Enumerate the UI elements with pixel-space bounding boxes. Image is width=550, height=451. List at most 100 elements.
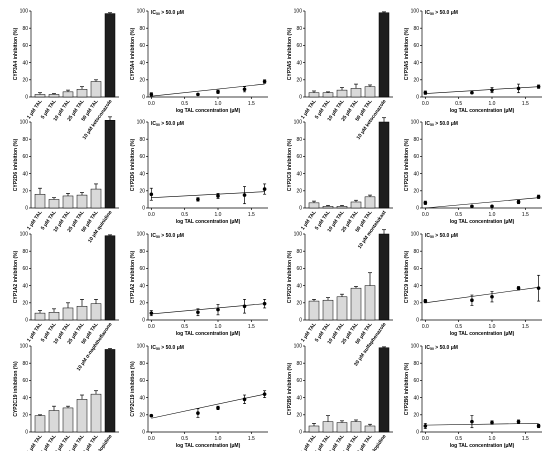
line-y-label: CYP1A2 inhibition (%) bbox=[130, 250, 136, 303]
bar-y-tick-label: 100 bbox=[294, 120, 303, 126]
bar-y-tick-label: 100 bbox=[20, 344, 29, 350]
bar-y-tick-label: 0 bbox=[299, 430, 302, 436]
data-point bbox=[216, 90, 220, 94]
line-x-tick-label: 1.5 bbox=[248, 324, 255, 330]
bar-y-label: CYP2C8 inhibition (%) bbox=[287, 138, 293, 191]
line-x-tick-label: 1.5 bbox=[248, 101, 255, 107]
bar bbox=[364, 425, 376, 433]
line-y-tick-label: 20 bbox=[413, 413, 419, 419]
data-point bbox=[262, 79, 267, 84]
bar bbox=[350, 201, 362, 209]
data-point bbox=[149, 192, 154, 197]
line-x-tick-label: 1.0 bbox=[215, 212, 222, 218]
bar-y-tick-label: 80 bbox=[296, 361, 302, 367]
bar bbox=[104, 120, 116, 209]
bar-category-label: 1 μM TAL bbox=[26, 434, 44, 451]
bar bbox=[62, 195, 74, 209]
bar-y-tick-label: 60 bbox=[296, 154, 302, 160]
ic50-label: IC50 > 50.0 μM bbox=[425, 233, 458, 239]
bar-y-label: CYP2C19 inhibition (%) bbox=[13, 361, 19, 417]
bar bbox=[48, 94, 60, 98]
bar bbox=[34, 193, 46, 209]
line-y-tick-label: 40 bbox=[413, 283, 419, 289]
line-y-tick-label: 60 bbox=[139, 378, 145, 384]
ic50-label: IC50 > 50.0 μM bbox=[151, 233, 184, 239]
bar bbox=[62, 407, 74, 433]
bar bbox=[350, 88, 362, 98]
line-y-tick-label: 40 bbox=[413, 60, 419, 66]
bar-y-tick-label: 60 bbox=[296, 266, 302, 272]
line-x-tick-label: 1.0 bbox=[489, 212, 496, 218]
bar bbox=[308, 202, 320, 209]
line-y-tick-label: 60 bbox=[413, 378, 419, 384]
data-point bbox=[423, 424, 428, 428]
line-y-tick-label: 40 bbox=[413, 395, 419, 401]
ic50-label: IC50 > 50.0 μM bbox=[151, 345, 184, 351]
line-x-tick-label: 0.0 bbox=[422, 324, 429, 330]
line-x-tick-label: 1.5 bbox=[522, 324, 529, 330]
data-point bbox=[516, 200, 521, 204]
line-y-tick-label: 40 bbox=[139, 395, 145, 401]
line-x-tick-label: 0.0 bbox=[148, 436, 155, 442]
bar bbox=[104, 349, 116, 433]
line-y-tick-label: 0 bbox=[416, 430, 419, 436]
bar-y-tick-label: 60 bbox=[22, 43, 28, 49]
bar-y-tick-label: 80 bbox=[296, 249, 302, 255]
bar bbox=[48, 312, 60, 321]
bar-y-tick-label: 20 bbox=[22, 189, 28, 195]
data-point bbox=[470, 298, 474, 303]
bar-y-tick-label: 0 bbox=[25, 95, 28, 101]
line-x-label: log TAL concentration (μM) bbox=[450, 108, 515, 114]
line-x-tick-label: 0.5 bbox=[181, 212, 188, 218]
data-point bbox=[470, 204, 474, 209]
bar bbox=[378, 12, 390, 98]
bar-y-tick-label: 20 bbox=[296, 189, 302, 195]
line-y-tick-label: 80 bbox=[413, 249, 419, 255]
bar-y-tick-label: 100 bbox=[294, 232, 303, 238]
data-point bbox=[536, 195, 541, 199]
bar-y-tick-label: 40 bbox=[22, 395, 28, 401]
bar bbox=[90, 188, 102, 209]
bar bbox=[364, 196, 376, 209]
bar-y-tick-label: 0 bbox=[299, 318, 302, 324]
line-y-tick-label: 60 bbox=[413, 43, 419, 49]
data-point bbox=[423, 299, 428, 303]
bar bbox=[62, 91, 74, 98]
data-point bbox=[216, 307, 220, 312]
line-x-label: log TAL concentration (μM) bbox=[450, 219, 515, 225]
line-y-tick-label: 60 bbox=[139, 266, 145, 272]
bar-y-tick-label: 100 bbox=[20, 232, 29, 238]
bar bbox=[90, 81, 102, 98]
data-point bbox=[536, 424, 541, 428]
line-x-tick-label: 0.5 bbox=[181, 324, 188, 330]
data-point bbox=[196, 310, 200, 315]
line-y-tick-label: 40 bbox=[413, 171, 419, 177]
data-point bbox=[149, 413, 154, 418]
data-point bbox=[242, 193, 247, 197]
bar-y-tick-label: 40 bbox=[296, 395, 302, 401]
data-point bbox=[242, 87, 247, 92]
bar-y-tick-label: 80 bbox=[22, 26, 28, 32]
fit-line bbox=[151, 393, 265, 419]
bar bbox=[34, 94, 46, 98]
line-y-tick-label: 20 bbox=[413, 78, 419, 84]
bar-y-tick-label: 100 bbox=[20, 9, 29, 15]
bar-category-label: 5 μM TAL bbox=[40, 434, 58, 451]
data-point bbox=[470, 419, 474, 424]
line-y-tick-label: 20 bbox=[413, 189, 419, 195]
line-x-tick-label: 1.0 bbox=[215, 436, 222, 442]
bar-y-tick-label: 80 bbox=[296, 26, 302, 32]
bar-y-tick-label: 20 bbox=[296, 301, 302, 307]
bar bbox=[308, 425, 320, 433]
ic50-label: IC50 > 50.0 μM bbox=[425, 345, 458, 351]
data-point bbox=[536, 286, 541, 290]
data-point bbox=[262, 187, 267, 191]
line-y-tick-label: 60 bbox=[413, 154, 419, 160]
fit-line bbox=[425, 423, 539, 426]
bar-y-tick-label: 80 bbox=[22, 361, 28, 367]
bar bbox=[364, 86, 376, 98]
line-y-tick-label: 0 bbox=[416, 318, 419, 324]
fit-line bbox=[151, 191, 265, 198]
